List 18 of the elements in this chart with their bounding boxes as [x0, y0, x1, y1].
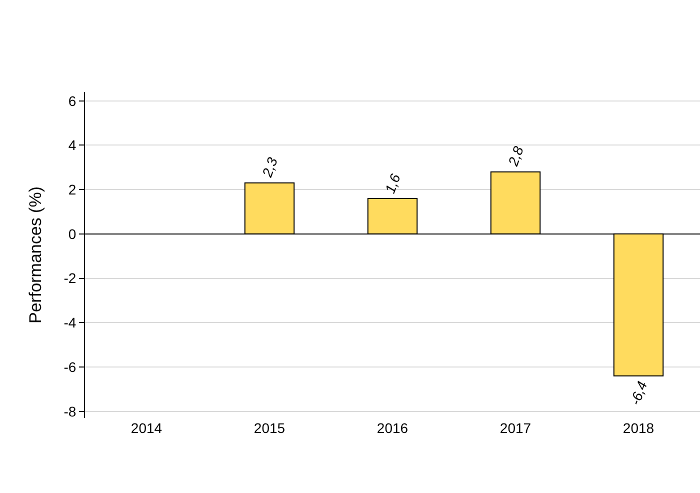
x-tick-label: 2015	[254, 420, 286, 436]
y-tick-label: 2	[68, 181, 76, 198]
y-tick-label: 6	[68, 92, 76, 109]
data-label: 1,6	[382, 171, 404, 196]
y-tick-label: 0	[68, 226, 76, 242]
x-tick-label: 2016	[376, 420, 408, 436]
y-axis-title: Performances (%)	[26, 186, 45, 324]
x-tick-label: 2018	[622, 420, 654, 436]
data-label: -6,4	[626, 378, 650, 408]
x-tick-label: 2014	[130, 420, 162, 436]
y-tick-label: -8	[64, 403, 76, 420]
data-label: 2,3	[258, 155, 281, 180]
y-tick-label: -4	[64, 314, 76, 331]
y-tick-label: 4	[68, 137, 76, 154]
x-tick-label: 2017	[500, 420, 532, 436]
data-label: 2,8	[504, 144, 527, 169]
y-tick-label: -6	[64, 358, 76, 375]
y-tick-label: -2	[64, 270, 76, 286]
